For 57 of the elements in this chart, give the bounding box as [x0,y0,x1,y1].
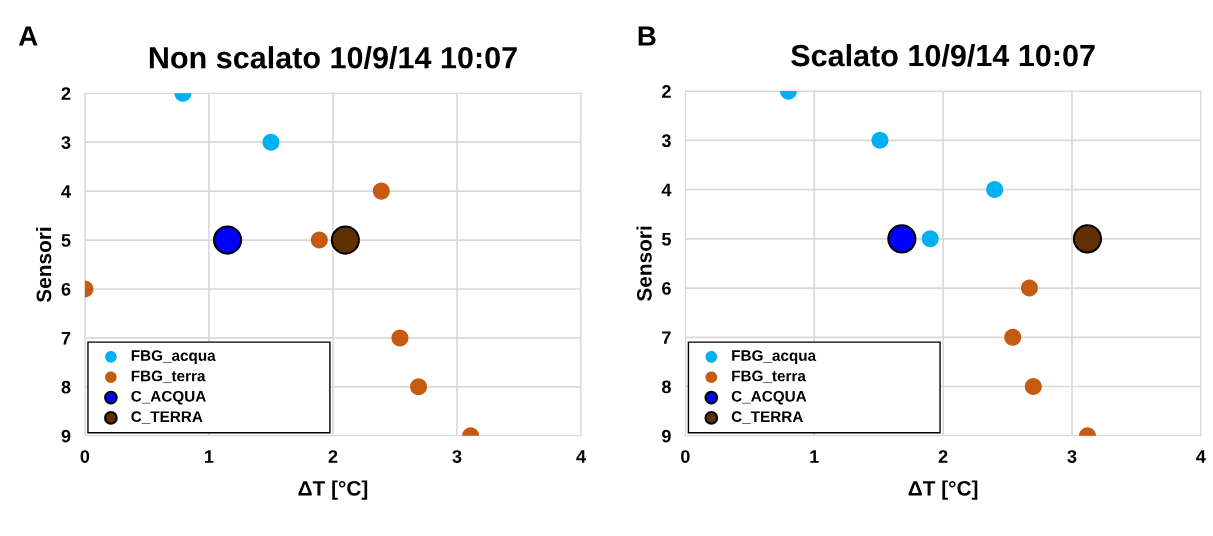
point [921,230,939,248]
y-tick-label: 2 [61,87,71,100]
legend-label: FBG_terra [131,370,206,384]
point [887,224,917,254]
y-tick-label: 6 [662,282,671,295]
y-tick-label: 6 [61,282,71,296]
point [310,231,328,249]
chart-title: Scalato 10/9/14 10:07 [791,43,1095,67]
text: A [18,26,38,46]
y-tick-label: 7 [61,332,71,345]
x-tick-label: 4 [576,450,586,463]
legend-label: C_ACQUA [731,390,807,405]
point [871,131,889,149]
legend-label: C_TERRA [131,411,203,424]
x-tick-label: 1 [205,450,214,463]
y-axis-title: Sensori [636,226,652,302]
point [330,225,360,255]
x-tick-label: 0 [80,450,90,463]
y-tick-label: 8 [61,380,71,394]
y-tick-label: 5 [61,234,71,247]
x-tick-label: 1 [810,450,819,463]
legend-label: C_ACQUA [131,390,206,405]
point [1072,224,1103,254]
point [1024,378,1042,396]
x-tick-label: 2 [938,450,948,463]
chart-title: Non scalato 10/9/14 10:07 [149,46,517,69]
x-axis-title: ΔT [°C] [908,480,978,500]
y-tick-label: 8 [661,380,671,394]
y-tick-label: 3 [61,136,71,149]
point [372,182,390,200]
legend-label: FBG_acqua [732,350,817,365]
y-tick-label: 9 [662,429,671,443]
point [391,329,409,347]
y-tick-label: 9 [61,429,71,443]
point [212,225,243,255]
y-tick-label: 4 [661,183,672,197]
x-axis-title: ΔT [°C] [298,480,368,500]
x-tick-label: 3 [452,450,462,463]
y-tick-label: 2 [662,85,671,98]
point [986,181,1004,199]
point [410,378,428,396]
y-tick-label: 7 [662,331,671,344]
point [1004,328,1022,346]
x-tick-label: 3 [1067,450,1077,463]
x-tick-label: 0 [681,450,690,463]
legend-label: FBG_acqua [131,350,216,365]
x-tick-label: 2 [328,450,338,463]
point [1020,279,1038,297]
y-axis-title: Sensori [36,227,52,303]
point [262,133,280,151]
y-tick-label: 5 [661,232,671,246]
text: B [638,26,656,46]
legend-label: FBG_terra [732,370,806,384]
legend-label: C_TERRA [731,411,803,424]
y-tick-label: 4 [61,185,71,198]
y-tick-label: 3 [661,134,671,148]
x-tick-label: 4 [1196,450,1206,463]
